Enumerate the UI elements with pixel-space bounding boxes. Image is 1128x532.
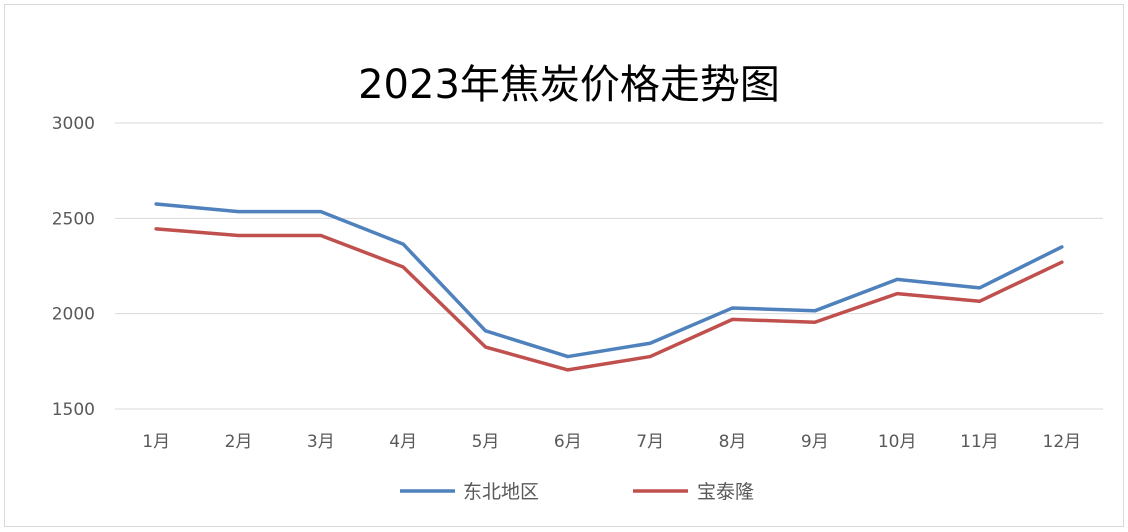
data-point bbox=[895, 292, 899, 296]
data-point bbox=[566, 368, 570, 372]
data-point bbox=[154, 202, 158, 206]
legend-item: 东北地区 bbox=[400, 481, 539, 503]
y-tick-label: 2000 bbox=[52, 305, 95, 325]
line-chart: 2023年焦炭价格走势图 1500 2000 2500 3000 1月 2月 3月 4月 5月… bbox=[52, 62, 1103, 503]
x-tick-label: 6月 bbox=[554, 432, 582, 452]
y-tick-label: 3000 bbox=[52, 114, 95, 134]
y-tick-label: 2500 bbox=[52, 209, 95, 229]
data-point bbox=[484, 345, 487, 349]
x-tick-label: 12月 bbox=[1043, 432, 1082, 452]
x-tick-label: 7月 bbox=[636, 432, 664, 452]
chart-frame: 2023年焦炭价格走势图 1500 2000 2500 3000 1月 2月 3月 4月 5月… bbox=[4, 4, 1124, 527]
data-point bbox=[319, 210, 323, 214]
y-tick-label: 1500 bbox=[52, 400, 95, 420]
data-point bbox=[237, 210, 240, 214]
data-point bbox=[813, 309, 817, 313]
x-tick-label: 4月 bbox=[389, 432, 417, 452]
data-point bbox=[484, 329, 487, 333]
legend: 东北地区 宝泰隆 bbox=[400, 481, 754, 503]
x-tick-label: 2月 bbox=[225, 432, 253, 452]
data-point bbox=[1060, 260, 1064, 264]
x-tick-label: 1月 bbox=[142, 432, 170, 452]
data-point bbox=[401, 242, 405, 246]
x-tick-label: 11月 bbox=[960, 432, 999, 452]
data-point bbox=[319, 233, 323, 237]
gridlines bbox=[115, 122, 1103, 410]
data-point bbox=[978, 299, 981, 303]
chart-title: 2023年焦炭价格走势图 bbox=[358, 62, 780, 108]
data-point bbox=[895, 277, 899, 281]
legend-label: 东北地区 bbox=[463, 481, 539, 503]
x-tick-label: 8月 bbox=[719, 432, 747, 452]
data-point bbox=[978, 286, 981, 290]
data-point bbox=[731, 317, 734, 321]
series-line-0 bbox=[154, 202, 1064, 359]
data-point bbox=[1060, 245, 1064, 249]
x-tick-label: 10月 bbox=[878, 432, 917, 452]
legend-item: 宝泰隆 bbox=[633, 481, 754, 503]
data-point bbox=[813, 320, 817, 324]
series-line-1 bbox=[154, 227, 1064, 372]
data-point bbox=[401, 265, 405, 269]
data-point bbox=[237, 233, 240, 237]
data-point bbox=[154, 227, 158, 231]
x-tick-label: 3月 bbox=[307, 432, 335, 452]
data-point bbox=[648, 341, 652, 345]
series-lines bbox=[154, 202, 1064, 372]
x-tick-label: 9月 bbox=[801, 432, 829, 452]
x-tick-label: 5月 bbox=[472, 432, 500, 452]
data-point bbox=[731, 306, 734, 310]
data-point bbox=[566, 355, 570, 359]
x-axis-ticks: 1月 2月 3月 4月 5月 6月 7月 8月 9月 10月 11月 12月 bbox=[142, 432, 1081, 452]
y-axis-ticks: 1500 2000 2500 3000 bbox=[52, 114, 95, 420]
legend-label: 宝泰隆 bbox=[697, 481, 754, 503]
data-point bbox=[648, 355, 652, 359]
